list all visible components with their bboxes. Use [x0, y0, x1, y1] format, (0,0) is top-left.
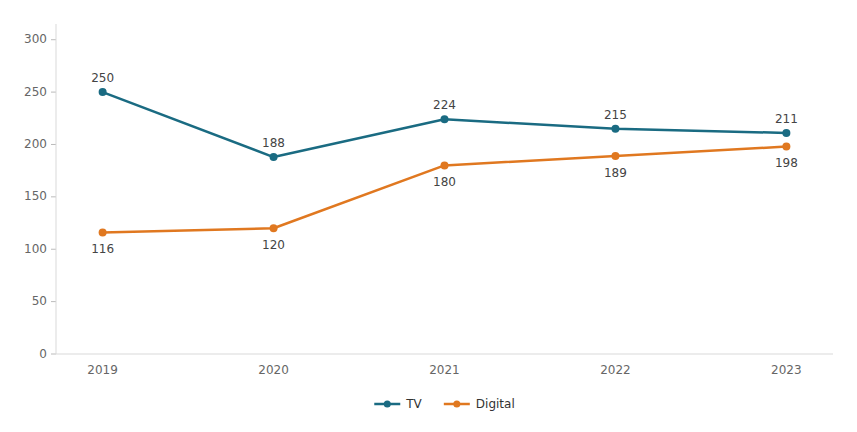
y-tick-label: 100: [24, 242, 47, 256]
data-label: 224: [433, 98, 456, 112]
y-tick: [51, 92, 56, 93]
legend-label: Digital: [476, 397, 515, 411]
x-tick-label: 2021: [429, 363, 460, 377]
point-marker: [611, 152, 619, 160]
y-axis: 0 50 100 150 200 250 300: [24, 24, 56, 361]
y-tick-label: 50: [32, 294, 47, 308]
legend-item: TV: [374, 397, 422, 411]
point-marker: [441, 161, 449, 169]
y-tick-label: 200: [24, 137, 47, 151]
y-tick: [51, 301, 56, 302]
x-axis-line: [56, 354, 833, 355]
point-marker: [782, 129, 790, 137]
data-label: 180: [433, 175, 456, 189]
y-tick: [51, 196, 56, 197]
data-label: 116: [91, 242, 114, 256]
chart-svg: 0 50 100 150 200 250 300 2019 2020 2021 2022 2023 25…: [0, 0, 857, 432]
x-axis: 2019 2020 2021 2022 2023: [56, 354, 833, 377]
y-tick: [51, 39, 56, 40]
data-label: 189: [604, 166, 627, 180]
y-axis-line: [56, 24, 57, 354]
point-marker: [270, 153, 278, 161]
point-marker: [99, 228, 107, 236]
y-tick-label: 150: [24, 189, 47, 203]
series-line: [103, 92, 787, 157]
legend: TV Digital: [374, 397, 514, 411]
chart-container: 0 50 100 150 200 250 300 2019 2020 2021 2022 2023 25…: [0, 0, 857, 432]
series-line: [103, 147, 787, 233]
data-label: 198: [775, 156, 798, 170]
x-tick-label: 2023: [771, 363, 802, 377]
y-tick: [51, 249, 56, 250]
point-marker: [270, 224, 278, 232]
data-label: 188: [262, 136, 285, 150]
plot-area: [99, 88, 791, 236]
legend-marker: [384, 401, 391, 408]
legend-item: Digital: [444, 397, 515, 411]
legend-label: TV: [405, 397, 422, 411]
point-marker: [99, 88, 107, 96]
data-label: 211: [775, 112, 798, 126]
y-tick: [51, 144, 56, 145]
data-label: 250: [91, 71, 114, 85]
x-tick-label: 2019: [87, 363, 118, 377]
data-labels: 250 188 224 215 211 116 120 180 189 198: [91, 71, 798, 256]
point-marker: [441, 115, 449, 123]
x-tick-label: 2022: [600, 363, 631, 377]
point-marker: [782, 143, 790, 151]
y-tick-label: 300: [24, 32, 47, 46]
x-tick-label: 2020: [258, 363, 289, 377]
data-label: 215: [604, 108, 627, 122]
y-tick: [51, 354, 56, 355]
legend-marker: [453, 401, 460, 408]
point-marker: [611, 125, 619, 133]
data-label: 120: [262, 238, 285, 252]
y-tick-label: 250: [24, 85, 47, 99]
y-tick-label: 0: [39, 347, 47, 361]
